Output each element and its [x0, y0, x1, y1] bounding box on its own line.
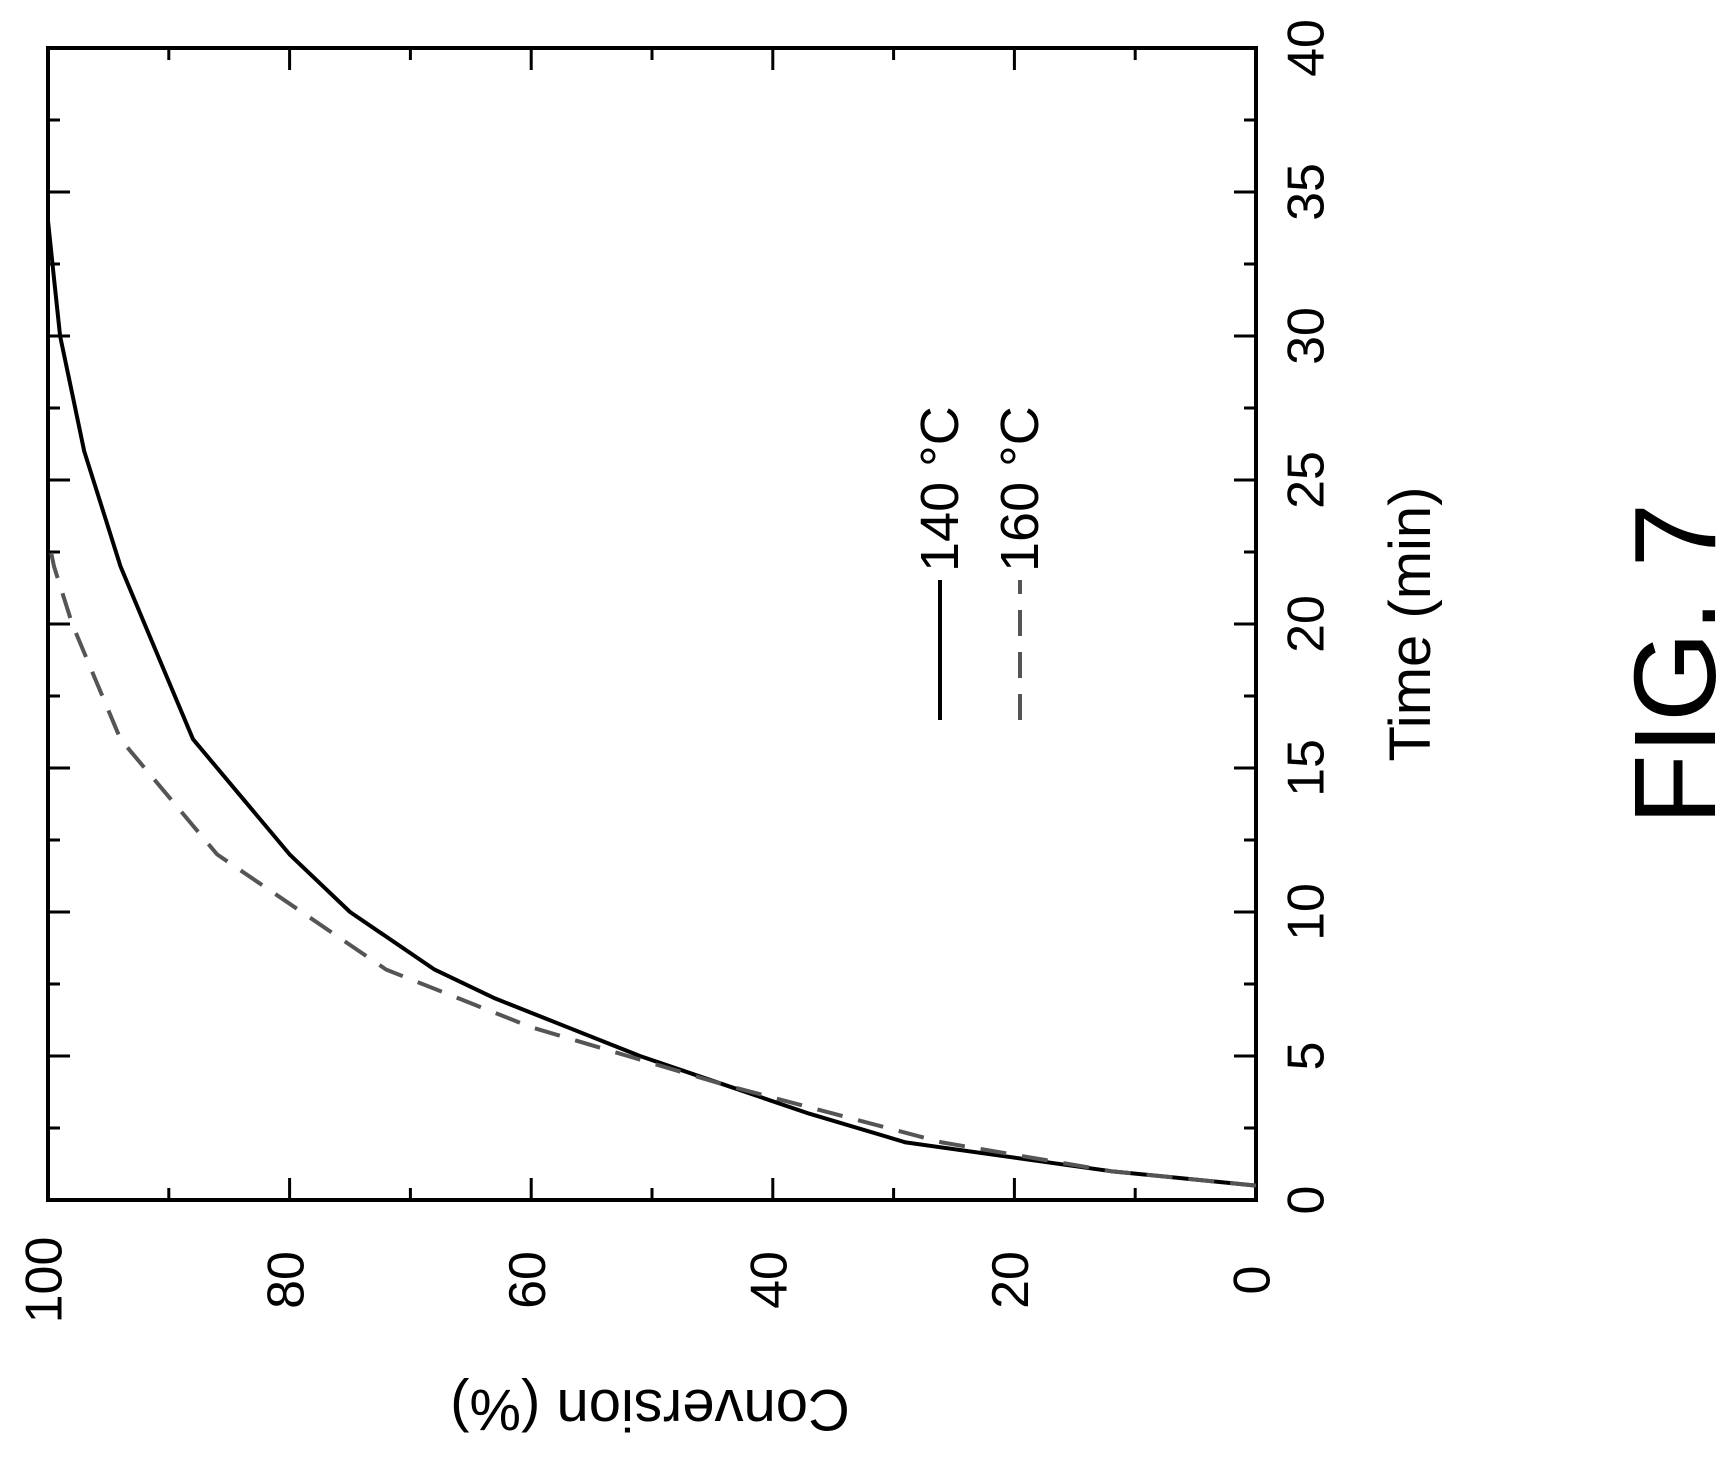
figure-label: FIG. 7 [1610, 503, 1727, 825]
axis-ticks [46, 46, 1258, 1202]
y-tick-label: 20 [982, 1251, 1040, 1309]
x-tick-label: 25 [1278, 451, 1336, 509]
x-tick-label: 10 [1278, 883, 1336, 941]
series-line-1 [46, 220, 1257, 1188]
axis-tick-labels: 0 5 10 15 20 25 30 35 40 0 20 40 60 80 100 [16, 19, 1336, 1323]
y-tick-label: 80 [257, 1251, 315, 1309]
legend-label-2: 160 °C [990, 406, 1050, 572]
plot-frame [46, 46, 1258, 1202]
series-layer [46, 220, 1257, 1188]
x-tick-label: 35 [1278, 163, 1336, 221]
x-tick-label: 40 [1278, 19, 1336, 77]
legend: 140 °C 160 °C [910, 406, 1050, 720]
x-tick-label: 0 [1278, 1186, 1336, 1215]
x-tick-label: 5 [1278, 1042, 1336, 1071]
x-tick-label: 30 [1278, 307, 1336, 365]
x-tick-label: 15 [1278, 739, 1336, 797]
x-axis-label: Time (min) [1378, 487, 1443, 762]
y-tick-label: 60 [499, 1251, 557, 1309]
x-tick-label: 20 [1278, 595, 1336, 653]
legend-label-1: 140 °C [910, 406, 970, 572]
y-tick-label: 100 [16, 1237, 74, 1324]
series-line-2 [46, 537, 1257, 1188]
y-axis-label: Conversion (%) [450, 1377, 850, 1442]
y-tick-label: 0 [1224, 1266, 1282, 1295]
y-tick-label: 40 [741, 1251, 799, 1309]
